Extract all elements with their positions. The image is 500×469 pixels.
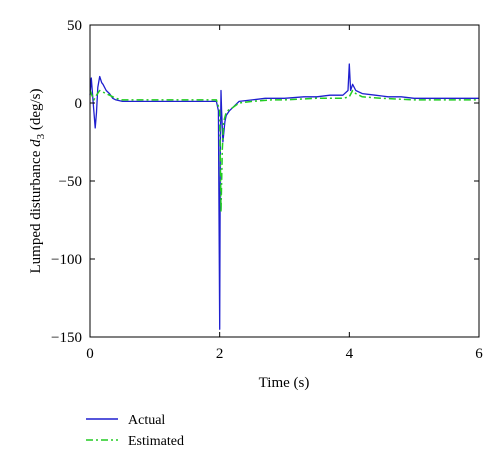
y-tick-label: 50 bbox=[67, 18, 82, 34]
y-tick-label: 0 bbox=[75, 96, 83, 112]
y-tick-label: −100 bbox=[51, 252, 82, 268]
plot-area bbox=[89, 24, 480, 338]
legend-label-estimated: Estimated bbox=[128, 434, 184, 449]
y-axis-label-subscript: 3 bbox=[35, 133, 47, 139]
x-tick-label: 4 bbox=[346, 346, 354, 362]
x-axis-label: Time (s) bbox=[259, 375, 310, 391]
legend: Actual Estimated bbox=[86, 413, 184, 449]
y-axis-ticks: 50 0 −50 −100 −150 bbox=[51, 18, 479, 346]
legend-label-actual: Actual bbox=[128, 413, 165, 428]
y-axis-label-symbol: d bbox=[28, 139, 44, 147]
y-axis-label-suffix: (deg/s) bbox=[28, 88, 44, 133]
x-axis-ticks: 0 2 4 6 bbox=[86, 25, 483, 362]
x-tick-label: 2 bbox=[216, 346, 224, 362]
data-series bbox=[89, 63, 479, 330]
y-tick-label: −150 bbox=[51, 330, 82, 346]
y-tick-label: −50 bbox=[59, 174, 82, 190]
x-tick-label: 6 bbox=[475, 346, 483, 362]
y-axis-label-prefix: Lumped disturbance bbox=[28, 147, 44, 274]
axes-frame bbox=[89, 24, 480, 338]
y-axis-label: Lumped disturbance d3 (deg/s) bbox=[28, 88, 47, 273]
series-line-actual bbox=[89, 63, 479, 330]
series-line-estimated bbox=[89, 89, 479, 213]
x-tick-label: 0 bbox=[86, 346, 94, 362]
